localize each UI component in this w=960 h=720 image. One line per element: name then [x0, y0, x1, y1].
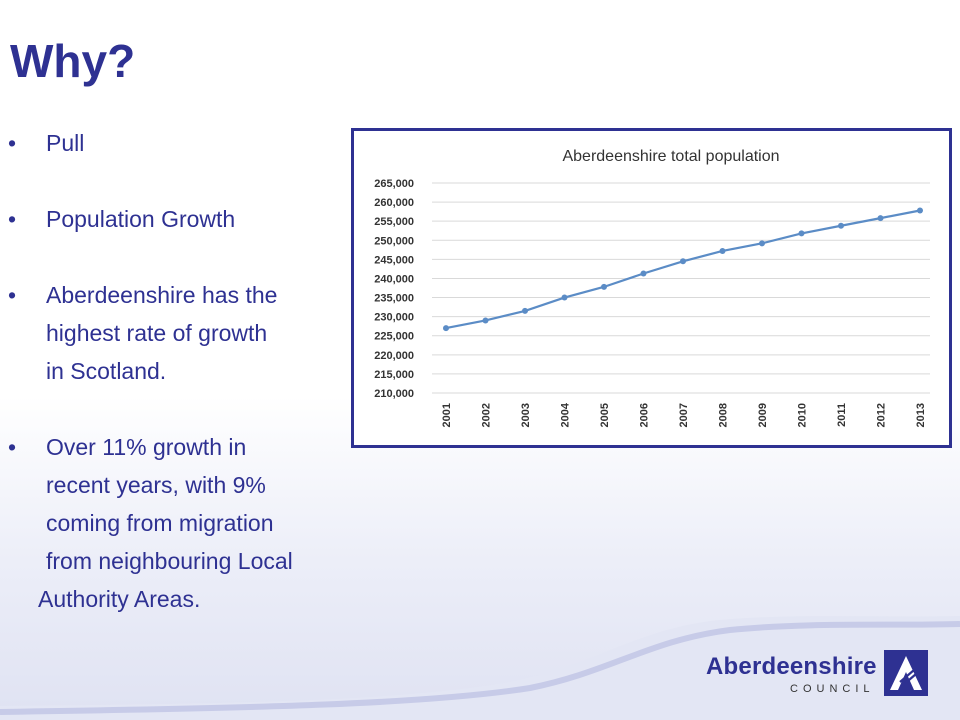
bullet-text: Population Growth	[46, 206, 236, 232]
x-tick-label: 2011	[836, 403, 848, 427]
x-tick-label: 2013	[915, 403, 927, 427]
bullet-text: Pull	[46, 130, 85, 156]
x-tick-label: 2007	[678, 403, 690, 427]
chart-title: Aberdeenshire total population	[562, 148, 779, 165]
bullet-symbol: •	[8, 130, 17, 156]
y-tick-label: 225,000	[374, 331, 414, 343]
bullet-item: • Pull	[8, 124, 353, 162]
population-chart: Aberdeenshire total population 210,00021…	[374, 148, 930, 427]
series-line	[445, 209, 921, 330]
x-tick-label: 2004	[560, 402, 572, 427]
logo-name: Aberdeenshire	[706, 653, 877, 680]
y-tick-label: 250,000	[374, 235, 414, 247]
y-tick-label: 215,000	[374, 369, 414, 381]
bullet-symbol: •	[8, 282, 17, 308]
bullet-list: • Pull • Population Growth • Aberdeenshi…	[8, 124, 353, 656]
bullet-text: Aberdeenshire has the	[46, 282, 278, 308]
x-tick-label: 2003	[520, 403, 532, 427]
x-tick-label: 2009	[757, 403, 769, 427]
data-point	[522, 307, 528, 314]
x-tick-label: 2002	[481, 403, 493, 427]
data-point	[759, 240, 765, 247]
data-point	[917, 207, 923, 214]
x-tick-label: 2010	[797, 403, 809, 427]
slide-title: Why?	[10, 35, 136, 87]
bullet-text: in Scotland.	[46, 358, 167, 384]
bullet-item: • Over 11% growth in recent years, with …	[8, 428, 353, 618]
data-point	[640, 270, 647, 277]
logo-subtitle: COUNCIL	[790, 683, 875, 695]
bullet-symbol: •	[8, 434, 17, 460]
data-point	[601, 283, 607, 290]
y-axis: 210,000 215,000 220,000 225,000 230,000 235,0…	[374, 178, 414, 400]
bullet-item: • Population Growth	[8, 200, 353, 238]
data-point	[561, 294, 568, 301]
x-tick-label: 2006	[639, 403, 651, 427]
x-axis: 2001 2002 2003 2004 2005 2006 2007 2008 2009 2010…	[441, 402, 927, 427]
bullet-text: Authority Areas.	[38, 586, 201, 612]
data-point	[719, 247, 726, 254]
data-point	[482, 317, 489, 324]
x-tick-label: 2001	[441, 403, 453, 427]
chart-grid	[432, 182, 930, 394]
data-point	[680, 258, 686, 265]
x-tick-label: 2005	[599, 403, 611, 427]
y-tick-label: 245,000	[374, 254, 414, 266]
chart-series	[443, 207, 923, 332]
x-tick-label: 2012	[876, 403, 888, 427]
bullet-symbol: •	[8, 206, 17, 232]
data-point	[443, 325, 449, 332]
y-tick-label: 210,000	[374, 388, 414, 400]
data-point	[838, 222, 844, 229]
council-logo: Aberdeenshire COUNCIL	[706, 650, 938, 700]
y-tick-label: 265,000	[374, 178, 414, 190]
y-tick-label: 240,000	[374, 273, 414, 285]
bullet-text: Over 11% growth in	[46, 434, 247, 460]
bullet-text: from neighbouring Local	[46, 548, 293, 574]
bullet-text: coming from migration	[46, 510, 274, 536]
x-tick-label: 2008	[718, 403, 730, 427]
y-tick-label: 235,000	[374, 293, 414, 305]
y-tick-label: 220,000	[374, 350, 414, 362]
bullet-item: • Aberdeenshire has the highest rate of …	[8, 276, 353, 390]
y-tick-label: 255,000	[374, 216, 414, 228]
data-point	[877, 215, 884, 222]
y-tick-label: 230,000	[374, 312, 414, 324]
bullet-text: highest rate of growth	[46, 320, 268, 346]
y-tick-label: 260,000	[374, 197, 414, 209]
chart-frame: Aberdeenshire total population 210,000 21…	[351, 128, 952, 448]
data-point	[798, 230, 805, 237]
council-mark-icon	[884, 650, 928, 696]
bullet-text: recent years, with 9%	[46, 472, 266, 498]
decorative-wave	[0, 616, 960, 720]
